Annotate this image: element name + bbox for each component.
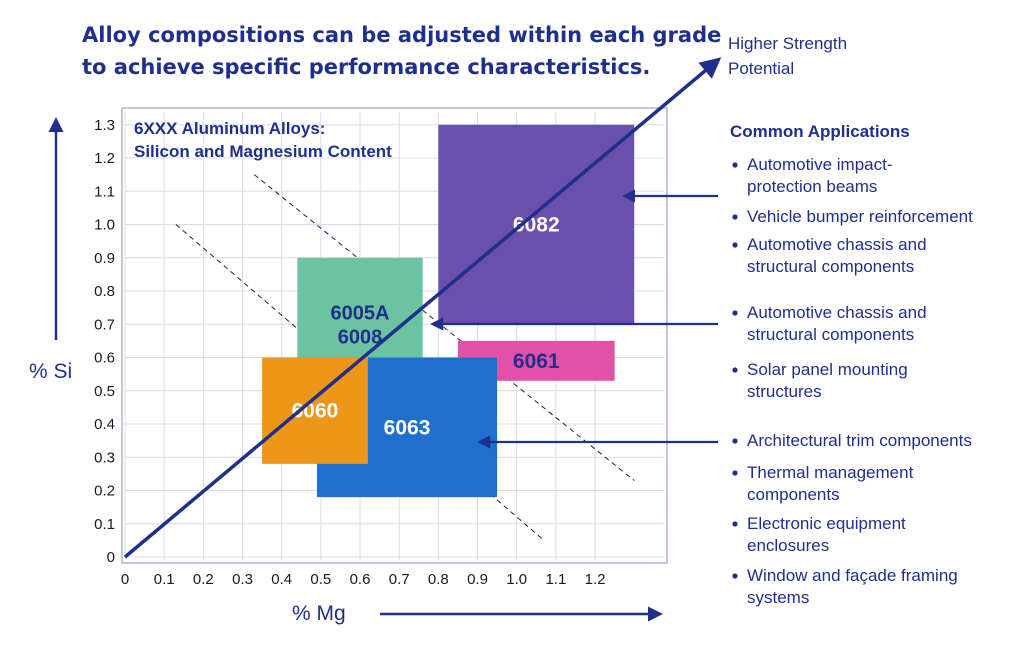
y-axis-ticks: 0 0.1 0.2 0.3 0.4 0.5 0.6 0.7 0.8 0.9 1.0 1.1 1.2 1.3 [94,117,115,566]
y-tick-label: 0.5 [94,383,115,400]
applications-title: Common Applications [730,122,910,141]
bullet-icon [732,242,738,248]
application-item-text: Automotive impact- [747,155,893,174]
application-item-text: Architectural trim components [747,431,972,450]
x-tick-label: 1.2 [585,571,606,588]
application-item-text: systems [747,588,809,607]
y-tick-label: 0.3 [94,449,115,466]
bullet-icon [732,573,738,579]
y-tick-label: 0.9 [94,250,115,267]
application-item-text: protection beams [747,177,877,196]
y-tick-label: 1.1 [94,183,115,200]
x-tick-label: 1.1 [545,571,566,588]
x-tick-label: 1.0 [506,571,527,588]
x-axis-label: % Mg [292,602,346,625]
headline-line-1: Alloy compositions can be adjusted withi… [82,23,721,47]
x-axis-ticks: 0 0.1 0.2 0.3 0.4 0.5 0.6 0.7 0.8 0.9 1.0 1.1 1.2 [121,571,606,588]
y-tick-label: 0 [107,549,115,566]
application-item-text: Solar panel mounting [747,360,908,379]
bullet-icon [732,521,738,527]
application-item-text: Thermal management [747,463,914,482]
x-tick-label: 0.8 [428,571,449,588]
alloy-region-label: 6082 [513,214,560,237]
higher-strength-arrow [123,57,722,559]
x-tick-label: 0.7 [389,571,410,588]
dashed-guides [175,174,635,541]
x-tick-label: 0.9 [467,571,488,588]
x-tick-label: 0.5 [310,571,331,588]
y-tick-label: 0.2 [94,483,115,500]
bullet-icon [732,438,738,444]
y-tick-label: 1.2 [94,150,115,167]
x-tick-label: 0.2 [193,571,214,588]
y-tick-label: 0.1 [94,516,115,533]
application-item-text: Automotive chassis and [747,235,927,254]
application-item-text: Window and façade framing [747,566,958,585]
bullet-icon [732,162,738,168]
application-item-text: Electronic equipment [747,514,906,533]
strength-note-line-2: Potential [728,59,794,78]
application-item-text: enclosures [747,536,829,555]
x-tick-label: 0.1 [154,571,175,588]
dashed-guide-line [253,174,635,481]
bullet-icon [732,214,738,220]
application-item-text: components [747,485,840,504]
y-tick-label: 1.0 [94,217,115,234]
y-tick-label: 0.7 [94,316,115,333]
application-item-text: structural components [747,325,914,344]
applications-list: Automotive impact-protection beams Vehicl… [732,155,973,607]
alloy-region-label: 6008 [338,326,383,348]
bullet-icon [732,470,738,476]
bullet-icon [732,367,738,373]
y-tick-label: 0.8 [94,283,115,300]
x-tick-label: 0.3 [232,571,253,588]
application-item-text: structural components [747,257,914,276]
chart-title-line-2: Silicon and Magnesium Content [134,142,392,161]
y-axis-label: % Si [29,360,72,383]
chart-title-line-1: 6XXX Aluminum Alloys: [134,119,325,138]
application-item-text: Vehicle bumper reinforcement [747,207,973,226]
y-tick-label: 1.3 [94,117,115,134]
x-tick-label: 0 [121,571,129,588]
alloy-region-label: 6061 [513,350,560,373]
alloy-region-label: 6063 [384,416,431,439]
application-pointers [430,189,718,449]
bullet-icon [732,310,738,316]
headline-line-2: to achieve specific performance characte… [82,55,650,79]
application-item-text: structures [747,382,822,401]
y-tick-label: 0.4 [94,416,115,433]
y-tick-label: 0.6 [94,350,115,367]
strength-note-line-1: Higher Strength [728,34,847,53]
alloy-region-label: 6005A [331,302,390,324]
alloy-region-6060 [262,357,368,464]
x-tick-label: 0.4 [271,571,292,588]
x-tick-label: 0.6 [350,571,371,588]
application-item-text: Automotive chassis and [747,303,927,322]
